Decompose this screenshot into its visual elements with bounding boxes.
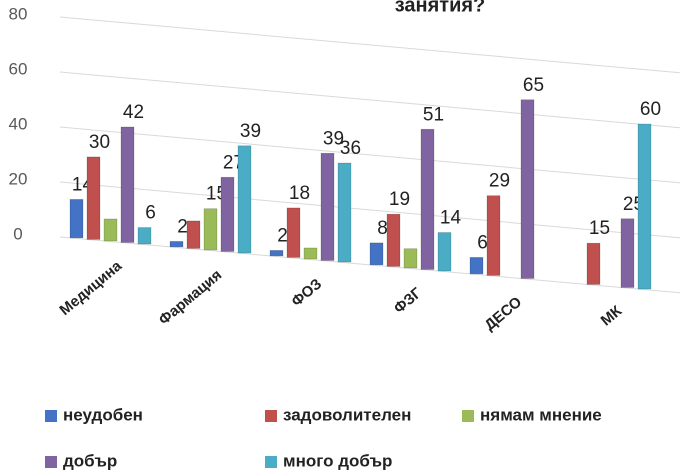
bar: [369, 242, 384, 266]
bar: [469, 257, 484, 275]
data-label: 15: [589, 218, 610, 239]
legend-swatch: [45, 456, 57, 468]
data-label: 39: [323, 128, 344, 149]
legend-swatch: [265, 456, 277, 468]
bar: [437, 232, 452, 272]
data-label: 51: [423, 104, 444, 125]
data-label: 65: [523, 75, 544, 96]
bar: [237, 145, 252, 254]
data-label: 39: [240, 121, 261, 142]
y-tick-label: 20: [9, 169, 28, 188]
bar: [620, 218, 635, 288]
data-label: 8: [377, 218, 388, 239]
data-label: 6: [477, 232, 488, 253]
legend-swatch: [462, 410, 474, 422]
bar: [220, 176, 235, 252]
data-label: 18: [289, 183, 310, 204]
bar: [586, 242, 601, 285]
chart-title: занятия?: [395, 0, 486, 16]
legend-label: много добър: [283, 451, 392, 470]
data-label: 60: [640, 99, 661, 120]
x-tick-label: Медицина: [56, 257, 125, 319]
bar: [103, 218, 118, 242]
legend-label: задоволителен: [283, 405, 411, 424]
x-tick-label: ФОЗ: [288, 275, 325, 310]
y-tick-label: 60: [9, 59, 28, 78]
data-label: 19: [389, 189, 410, 210]
legend-swatch: [45, 410, 57, 422]
grid-line: [59, 126, 681, 184]
x-tick-label: ДЕСО: [481, 293, 525, 334]
x-tick-label: ФЗГ: [391, 284, 426, 317]
bar: [320, 152, 335, 261]
data-label: 2: [177, 216, 188, 237]
bar: [203, 208, 218, 251]
data-label: 14: [440, 208, 462, 229]
bar: [337, 162, 352, 263]
bar: [303, 247, 318, 260]
grid-line: [59, 181, 681, 239]
bar: [269, 250, 284, 257]
bar: [186, 220, 201, 249]
bar: [86, 156, 101, 240]
bar: [520, 99, 535, 279]
bar: [120, 126, 135, 243]
bar: [386, 213, 401, 267]
bar: [137, 227, 152, 245]
bar: [486, 195, 501, 276]
legend-label: неудобен: [63, 405, 143, 424]
x-tick-label: МК: [598, 302, 626, 329]
y-tick-label: 0: [13, 224, 22, 243]
legend-swatch: [265, 410, 277, 422]
bar: [169, 241, 184, 248]
data-label: 29: [489, 171, 510, 192]
bar: [637, 123, 652, 290]
y-tick-label: 80: [9, 4, 28, 23]
x-tick-label: Фармация: [156, 266, 226, 328]
legend-label: нямам мнение: [480, 405, 602, 424]
y-tick-label: 40: [9, 114, 28, 133]
data-label: 2: [277, 225, 288, 246]
data-label: 36: [340, 138, 361, 159]
legend-label: добър: [63, 451, 117, 470]
bar: [420, 128, 435, 270]
bar: [69, 199, 84, 239]
data-label: 30: [89, 132, 110, 153]
bar: [403, 248, 418, 269]
data-label: 6: [145, 203, 156, 224]
grid-line: [59, 16, 681, 74]
grid-line: [59, 71, 681, 129]
data-label: 42: [123, 102, 144, 123]
bar: [286, 207, 301, 258]
